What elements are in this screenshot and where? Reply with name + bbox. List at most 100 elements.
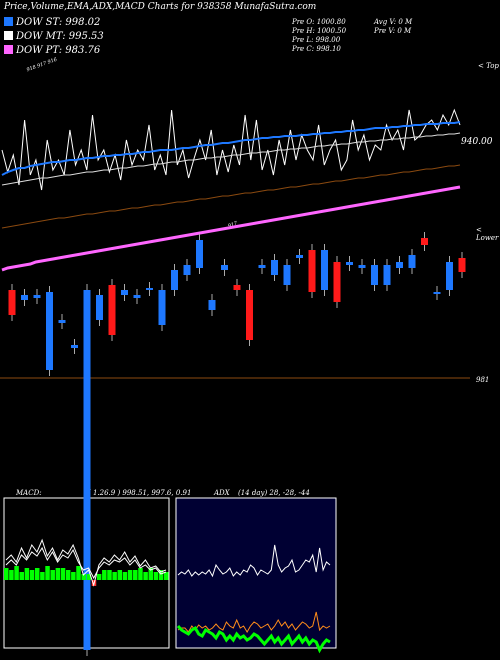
macd-hist-bar-4 <box>24 568 30 580</box>
candle-body-18 <box>233 285 241 290</box>
candle-body-15 <box>196 240 203 268</box>
info-pre-open: Pre O: 1000.80 <box>292 18 346 26</box>
candle-body-10 <box>133 295 141 298</box>
macd-hist-bar-1 <box>9 570 14 580</box>
macd-hist-bar-31 <box>164 572 169 580</box>
macd-label: MACD: <box>16 489 42 497</box>
macd-hist-bar-26 <box>138 568 143 580</box>
adx-panel-series-1 <box>177 611 331 634</box>
macd-hist-bar-2 <box>14 566 19 580</box>
macd-hist-bar-20 <box>107 570 112 580</box>
label-top: < Top <box>478 62 499 70</box>
label-price-tag: 940.00 <box>461 137 493 147</box>
adx-values: (14 day) 28, -28, -44 <box>238 489 310 497</box>
candle-body-29 <box>371 265 378 285</box>
candle-body-16 <box>208 300 216 310</box>
macd-values: ( 1.26.9 ) 998.51, 997.6, 0.91 <box>88 489 192 497</box>
macd-hist-bar-30 <box>158 570 164 580</box>
chart-title: Price,Volume,EMA,ADX,MACD Charts for 938… <box>4 2 317 12</box>
macd-hist-bar-24 <box>127 570 133 580</box>
macd-lines <box>4 538 169 587</box>
legend-label-mt: DOW MT: 995.53 <box>16 31 104 42</box>
legend-dow-mt: DOW MT: 995.53 <box>4 31 104 42</box>
macd-hist-bar-21 <box>112 572 117 580</box>
candle-body-22 <box>283 265 291 285</box>
candle-body-5 <box>71 345 78 348</box>
macd-hist-bar-7 <box>40 572 45 580</box>
candle-body-24 <box>308 250 316 292</box>
info-pre-volume: Pre V: 0 M <box>374 27 412 35</box>
candle-body-35 <box>446 262 453 290</box>
macd-line-0 <box>5 538 167 587</box>
legend-dow-pt: DOW PT: 983.76 <box>4 45 100 56</box>
candle-body-31 <box>396 262 403 268</box>
candle-body-13 <box>171 270 178 290</box>
adx-panel-series-2 <box>176 625 331 654</box>
candle-body-11 <box>146 288 153 290</box>
macd-hist-bar-14 <box>76 566 81 580</box>
macd-hist-bar-10 <box>55 568 61 580</box>
macd-hist-bar-19 <box>102 570 107 580</box>
macd-hist-bar-23 <box>122 572 128 580</box>
candle-body-34 <box>433 292 441 294</box>
macd-hist-bar-18 <box>96 574 102 580</box>
macd-hist-bar-3 <box>19 572 24 580</box>
candle-body-28 <box>358 265 366 268</box>
info-pre-low: Pre L: 998.00 <box>292 36 341 44</box>
candle-body-17 <box>221 265 228 270</box>
legend-swatch-mt <box>4 31 13 40</box>
macd-hist-bar-27 <box>143 572 148 580</box>
candle-body-32 <box>408 255 416 268</box>
macd-hist-bar-8 <box>45 566 50 580</box>
candle-body-36 <box>458 258 466 272</box>
candle-body-0 <box>8 290 16 315</box>
macd-hist-bar-11 <box>60 568 66 580</box>
candle-body-2 <box>33 295 41 298</box>
candle-body-21 <box>271 260 278 275</box>
macd-hist-bar-6 <box>34 568 40 580</box>
candle-body-3 <box>46 292 53 370</box>
label-level: 981 <box>476 376 490 384</box>
candle-body-27 <box>346 262 353 265</box>
adx-lines <box>176 544 331 654</box>
price-ema-series-2 <box>1 132 461 186</box>
candle-body-7 <box>96 295 103 320</box>
adx-panel-series-0 <box>177 544 331 578</box>
label-lower: < Lower <box>476 226 499 242</box>
macd-hist-bar-13 <box>71 572 76 580</box>
legend-swatch-st <box>4 17 13 26</box>
info-pre-high: Pre H: 1000.50 <box>292 27 347 35</box>
candle-body-33 <box>421 238 428 245</box>
adx-label: ADX <box>214 489 230 497</box>
macd-hist-bar-12 <box>65 570 71 580</box>
macd-hist-bar-0 <box>4 568 9 580</box>
macd-line-1 <box>5 546 167 580</box>
macd-hist-bar-15 <box>81 574 86 580</box>
info-pre-close: Pre C: 998.10 <box>292 45 341 53</box>
candle-body-1 <box>21 295 28 300</box>
macd-hist-bar-5 <box>29 570 35 580</box>
candle-body-30 <box>383 265 391 285</box>
legend-swatch-pt <box>4 45 13 54</box>
candle-body-26 <box>333 262 341 302</box>
macd-hist-bar-29 <box>153 572 159 580</box>
candle-body-25 <box>321 250 328 290</box>
macd-hist-bar-9 <box>50 570 55 580</box>
info-avg-volume: Avg V: 0 M <box>374 18 413 26</box>
legend-label-pt: DOW PT: 983.76 <box>16 45 101 56</box>
candle-body-9 <box>121 290 128 295</box>
legend-dow-st: DOW ST: 998.02 <box>4 17 100 28</box>
macd-hist-bar-16 <box>86 574 92 580</box>
price-ema-series-1 <box>1 121 461 176</box>
candle-body-4 <box>58 320 66 323</box>
candle-body-14 <box>183 265 191 275</box>
price-ema-series-0 <box>1 108 461 191</box>
candle-body-20 <box>258 265 266 268</box>
candle-body-23 <box>296 255 303 258</box>
macd-hist-bar-28 <box>148 568 154 580</box>
price-ema-series-4 <box>1 185 461 272</box>
candle-body-6 <box>83 290 91 650</box>
price-lines <box>1 108 461 272</box>
candles <box>8 232 466 656</box>
